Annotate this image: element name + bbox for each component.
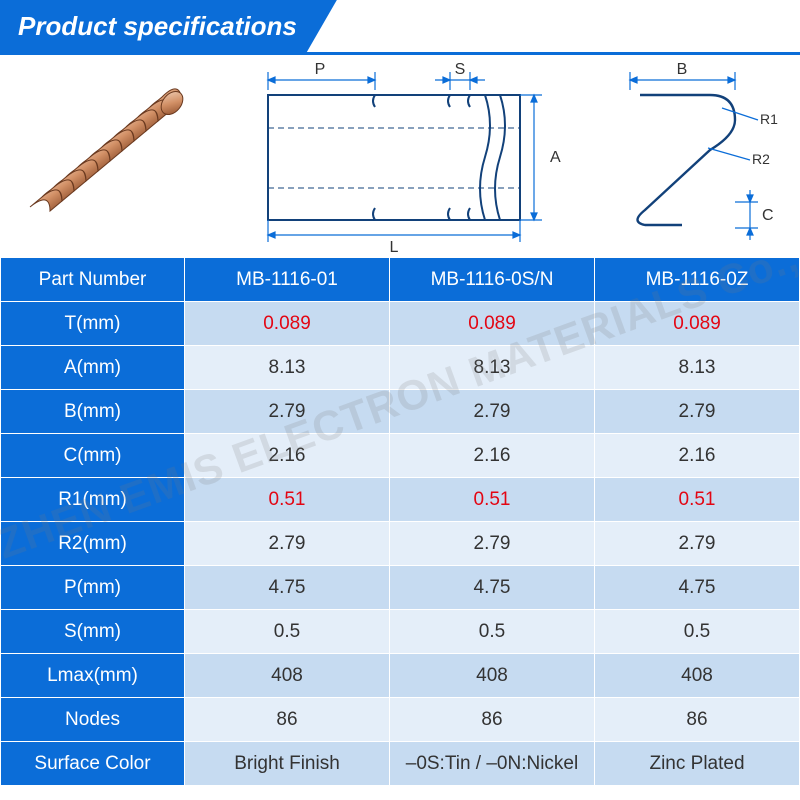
row-value: 4.75	[595, 566, 800, 610]
row-label: S(mm)	[1, 610, 185, 654]
col-header-part: MB-1116-0Z	[595, 258, 800, 302]
row-value: 0.51	[185, 478, 390, 522]
technical-drawing-elevation: P S	[220, 60, 580, 260]
table-row: P(mm)4.754.754.75	[1, 566, 800, 610]
row-value: 2.16	[595, 434, 800, 478]
row-value: 408	[595, 654, 800, 698]
col-header-part: MB-1116-0S/N	[390, 258, 595, 302]
product-illustration	[10, 67, 210, 252]
row-value: 2.79	[185, 522, 390, 566]
row-value: –0S:Tin / –0N:Nickel	[390, 742, 595, 786]
row-value: 0.089	[185, 302, 390, 346]
row-label: B(mm)	[1, 390, 185, 434]
row-value: 0.089	[390, 302, 595, 346]
svg-text:R1: R1	[760, 111, 778, 127]
spec-table-body: Part NumberMB-1116-01MB-1116-0S/NMB-1116…	[1, 258, 800, 786]
table-row: Lmax(mm)408408408	[1, 654, 800, 698]
row-value: 8.13	[185, 346, 390, 390]
col-header-label: Part Number	[1, 258, 185, 302]
row-value: 8.13	[595, 346, 800, 390]
row-value: 86	[185, 698, 390, 742]
row-label: C(mm)	[1, 434, 185, 478]
table-row: R2(mm)2.792.792.79	[1, 522, 800, 566]
row-value: 2.79	[185, 390, 390, 434]
table-row: S(mm)0.50.50.5	[1, 610, 800, 654]
table-row: Nodes868686	[1, 698, 800, 742]
row-value: 0.5	[595, 610, 800, 654]
row-value: 0.5	[185, 610, 390, 654]
spec-table: Part NumberMB-1116-01MB-1116-0S/NMB-1116…	[0, 257, 800, 786]
table-row: B(mm)2.792.792.79	[1, 390, 800, 434]
row-label: P(mm)	[1, 566, 185, 610]
table-row: R1(mm)0.510.510.51	[1, 478, 800, 522]
row-value: 2.16	[185, 434, 390, 478]
spring-strip-icon	[10, 67, 210, 247]
row-value: 408	[185, 654, 390, 698]
row-value: 0.51	[390, 478, 595, 522]
row-label: R2(mm)	[1, 522, 185, 566]
svg-text:C: C	[762, 207, 774, 224]
row-label: Lmax(mm)	[1, 654, 185, 698]
row-value: 86	[595, 698, 800, 742]
table-row: C(mm)2.162.162.16	[1, 434, 800, 478]
table-row: A(mm)8.138.138.13	[1, 346, 800, 390]
row-label: R1(mm)	[1, 478, 185, 522]
col-header-part: MB-1116-01	[185, 258, 390, 302]
header-underline	[0, 52, 800, 55]
row-value: Zinc Plated	[595, 742, 800, 786]
svg-text:L: L	[390, 239, 399, 255]
row-label: T(mm)	[1, 302, 185, 346]
table-row: T(mm)0.0890.0890.089	[1, 302, 800, 346]
row-value: 0.5	[390, 610, 595, 654]
row-value: 0.089	[595, 302, 800, 346]
row-value: Bright Finish	[185, 742, 390, 786]
svg-text:S: S	[455, 61, 466, 78]
row-label: Surface Color	[1, 742, 185, 786]
row-value: 4.75	[390, 566, 595, 610]
svg-text:B: B	[677, 61, 688, 78]
row-value: 8.13	[390, 346, 595, 390]
row-value: 2.79	[390, 522, 595, 566]
row-value: 2.16	[390, 434, 595, 478]
row-label: A(mm)	[1, 346, 185, 390]
row-label: Nodes	[1, 698, 185, 742]
svg-text:A: A	[550, 149, 561, 166]
table-row: Surface ColorBright Finish–0S:Tin / –0N:…	[1, 742, 800, 786]
row-value: 4.75	[185, 566, 390, 610]
diagram-row: P S	[0, 52, 800, 257]
row-value: 408	[390, 654, 595, 698]
row-value: 2.79	[390, 390, 595, 434]
header: Product specifications	[0, 0, 800, 52]
row-value: 2.79	[595, 390, 800, 434]
svg-text:R2: R2	[752, 151, 770, 167]
row-value: 0.51	[595, 478, 800, 522]
page-title: Product specifications	[0, 0, 337, 52]
row-value: 86	[390, 698, 595, 742]
technical-drawing-profile: B R1 R2 C	[590, 60, 780, 260]
table-header-row: Part NumberMB-1116-01MB-1116-0S/NMB-1116…	[1, 258, 800, 302]
row-value: 2.79	[595, 522, 800, 566]
svg-text:P: P	[315, 61, 326, 78]
